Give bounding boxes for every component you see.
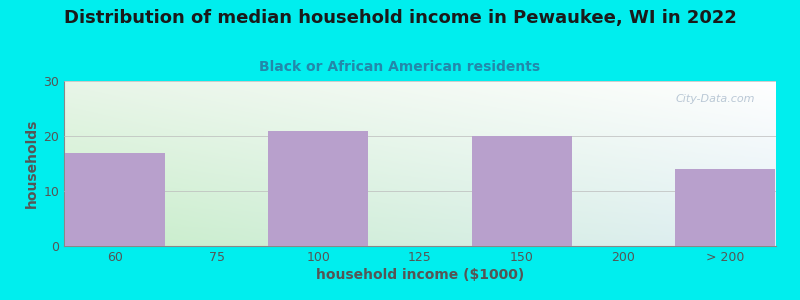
Bar — [472, 136, 571, 246]
Text: Distribution of median household income in Pewaukee, WI in 2022: Distribution of median household income … — [63, 9, 737, 27]
Bar — [65, 152, 165, 246]
Bar — [269, 130, 368, 246]
Text: Black or African American residents: Black or African American residents — [259, 60, 541, 74]
X-axis label: household income ($1000): household income ($1000) — [316, 268, 524, 282]
Text: City-Data.com: City-Data.com — [675, 94, 754, 104]
Y-axis label: households: households — [25, 119, 39, 208]
Bar — [675, 169, 775, 246]
